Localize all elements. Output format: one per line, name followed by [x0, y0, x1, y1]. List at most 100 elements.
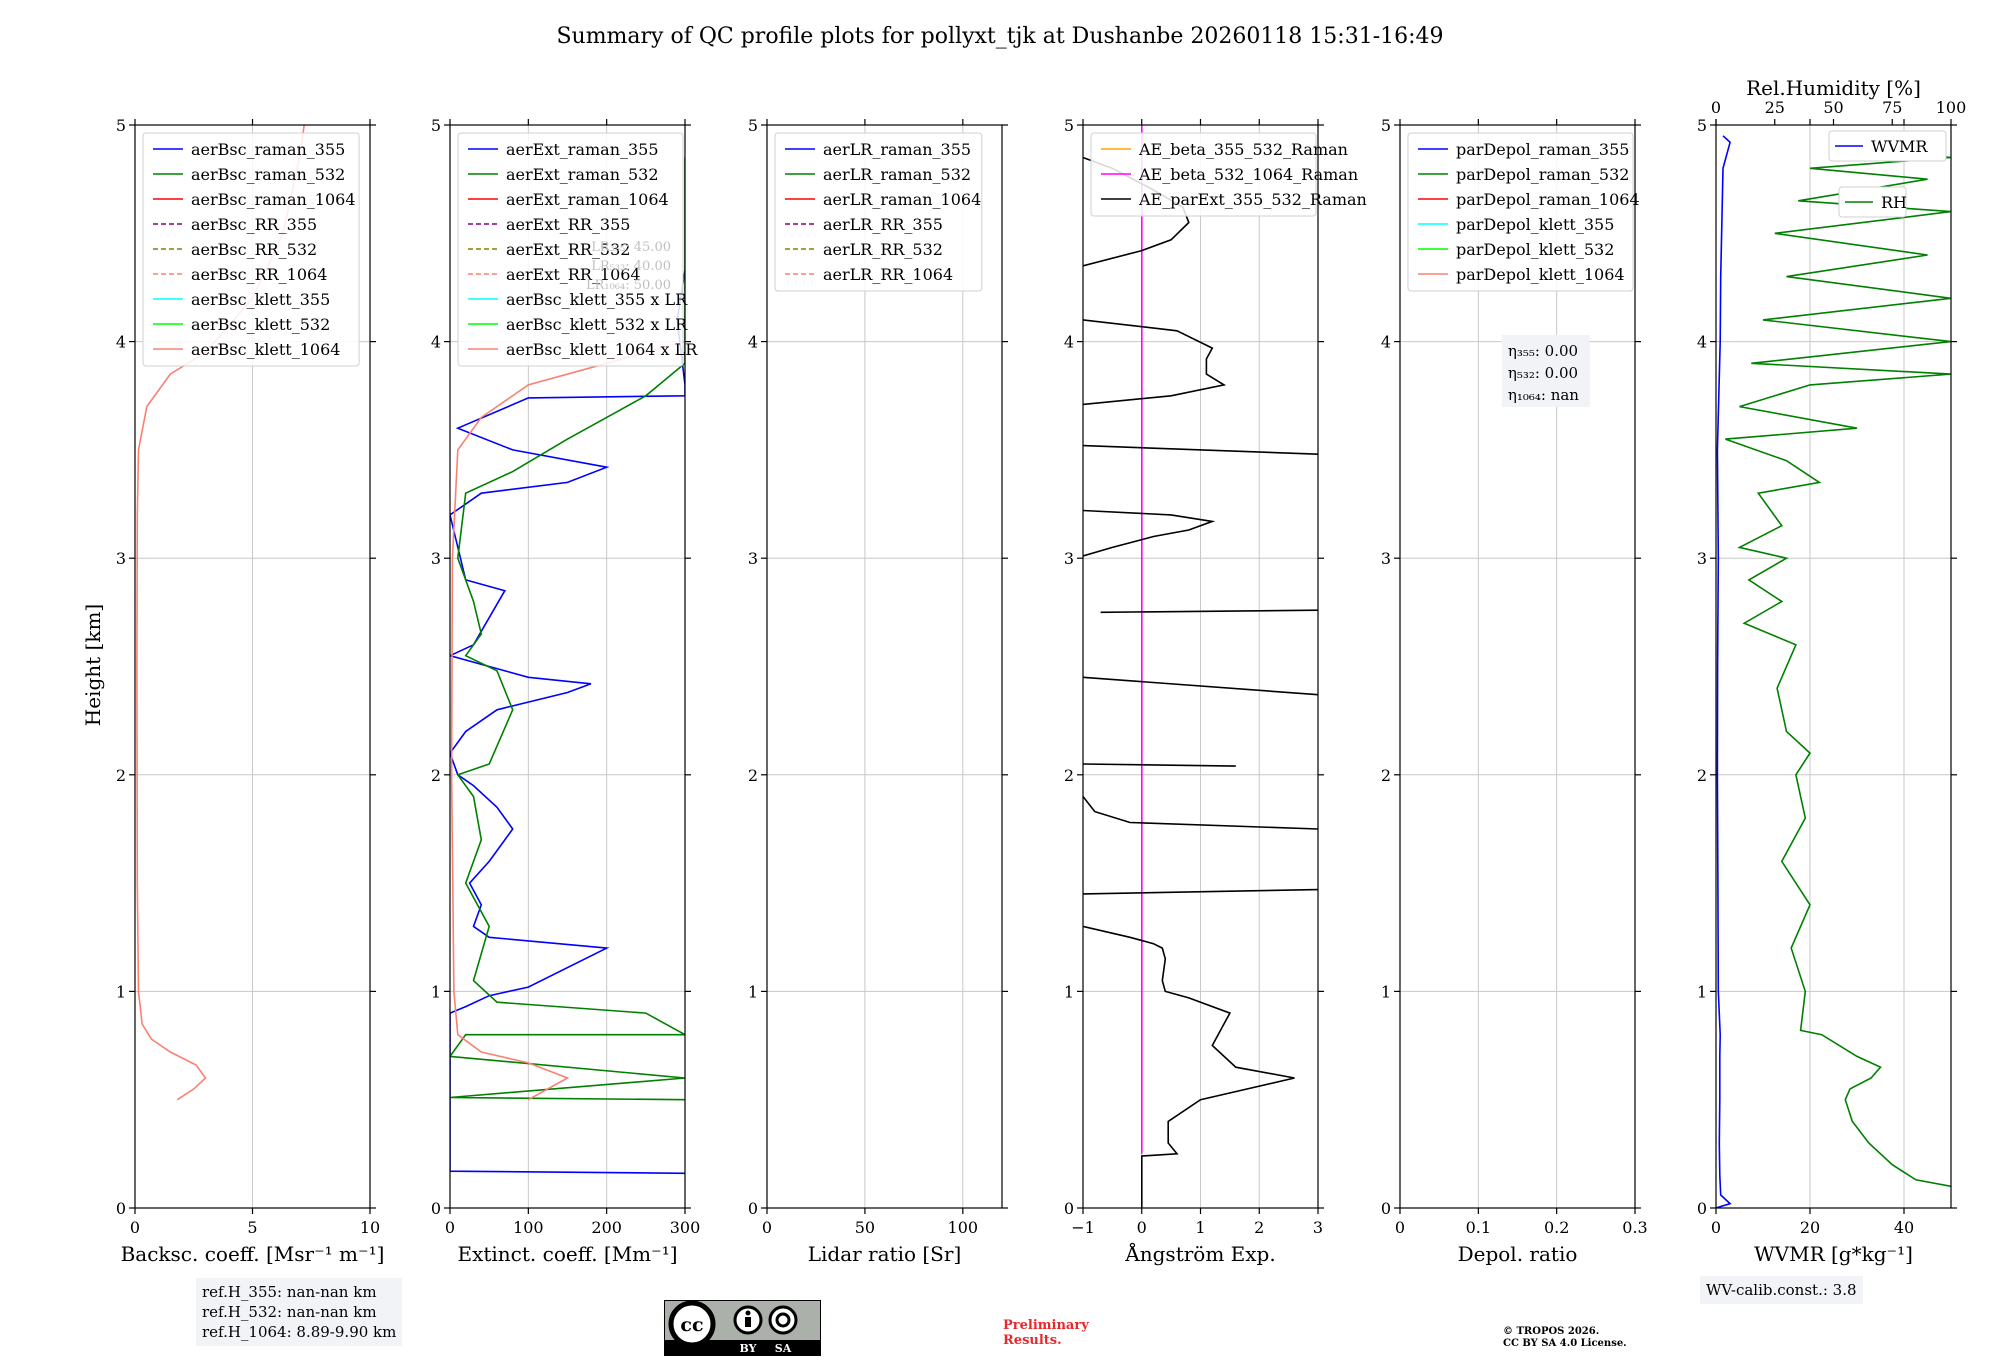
legend-label: aerBsc_klett_532 x LR: [506, 315, 688, 334]
x-axis-label: Lidar ratio [Sr]: [808, 1242, 962, 1266]
series-line-AE_parExt_355_532_Raman: [1083, 509, 1216, 557]
legend-label: parDepol_klett_1064: [1456, 265, 1625, 284]
axes-frame: [766, 124, 1003, 1209]
series-line-aerExt_raman_532: [450, 157, 685, 1101]
series-line-aerExt_raman_355: [450, 269, 685, 1175]
x-tick-label: 50: [855, 1218, 875, 1237]
eta-label: η₁₀₆₄: nan: [1508, 386, 1579, 404]
legend-label: aerBsc_klett_1064 x LR: [506, 340, 698, 359]
y-axis-label: Height [km]: [81, 604, 105, 726]
panel-bsc: 0 5 10 0 1 2 3 4 5 Backsc. coeff. [Msr⁻¹ m⁻¹] aerB…: [116, 116, 385, 1266]
y-tick-label: 1: [1381, 982, 1391, 1001]
legend-label: aerLR_RR_1064: [823, 265, 953, 284]
x-tick-label: 0.2: [1544, 1218, 1569, 1237]
legend-label: parDepol_raman_1064: [1456, 190, 1640, 209]
legend-box: [1828, 130, 1947, 162]
legend-label: aerLR_RR_532: [823, 240, 943, 259]
legend-label: parDepol_klett_532: [1456, 240, 1614, 259]
x-tick-label: 0.1: [1466, 1218, 1491, 1237]
copyright-notice: © TROPOS 2026. CC BY SA 4.0 License.: [1503, 1326, 1627, 1350]
x-tick-label: 0: [1395, 1218, 1405, 1237]
y-tick-label: 2: [748, 766, 758, 785]
wv-calibration-box: WV-calib.const.: 3.8: [1700, 1276, 1863, 1304]
eta-label: η₅₃₂: 0.00: [1508, 364, 1578, 382]
ref-height-532: ref.H_532: nan-nan km: [202, 1303, 377, 1321]
y-tick-label: 2: [1381, 766, 1391, 785]
y-tick-label: 2: [116, 766, 126, 785]
top-x-tick-label: 25: [1765, 98, 1785, 117]
x-tick-label: 200: [591, 1218, 622, 1237]
lr-annotation: LR₁₀₆₄: 50.00: [586, 278, 671, 293]
x-tick-label: 100: [513, 1218, 544, 1237]
x-tick-label: 40: [1894, 1218, 1914, 1237]
legend-label: aerBsc_klett_355: [191, 290, 330, 309]
x-axis-label: Ångström Exp.: [1124, 1241, 1275, 1266]
y-tick-label: 4: [431, 333, 441, 352]
legend-label: parDepol_raman_355: [1456, 140, 1629, 159]
svg-text:cc: cc: [680, 1314, 703, 1336]
legend-label: aerBsc_klett_1064: [191, 340, 340, 359]
legend-label: aerExt_RR_355: [506, 215, 630, 234]
legend-label: parDepol_raman_532: [1456, 165, 1629, 184]
x-tick-label: −1: [1071, 1218, 1095, 1237]
y-tick-label: 1: [1697, 982, 1707, 1001]
cc-sa-label: SA: [775, 1342, 792, 1355]
y-tick-label: 0: [1697, 1199, 1707, 1218]
legend-label: aerExt_RR_1064: [506, 265, 641, 284]
share-alike-icon: [768, 1305, 798, 1335]
copyright-line-2: CC BY SA 4.0 License.: [1503, 1338, 1627, 1349]
y-tick-label: 3: [1697, 549, 1707, 568]
legend-label: AE_beta_355_532_Raman: [1138, 140, 1348, 159]
legend-box: [774, 132, 983, 292]
preliminary-line-2: Results.: [1003, 1333, 1062, 1348]
series-line-AE_parExt_355_532_Raman: [1083, 319, 1227, 406]
top-x-tick-label: 50: [1823, 98, 1843, 117]
eta-label: η₃₅₅: 0.00: [1508, 342, 1578, 360]
y-tick-label: 5: [431, 116, 441, 135]
legend-depol: parDepol_raman_355 parDepol_raman_532 parD…: [1407, 132, 1640, 292]
x-axis-label: Backsc. coeff. [Msr⁻¹ m⁻¹]: [121, 1242, 385, 1266]
y-tick-label: 3: [1381, 549, 1391, 568]
y-tick-label: 1: [748, 982, 758, 1001]
y-tick-label: 4: [116, 333, 126, 352]
legend-label: aerBsc_klett_355 x LR: [506, 290, 688, 309]
legend-label: aerBsc_raman_532: [191, 165, 345, 184]
x-tick-label: 0: [130, 1218, 140, 1237]
series-line-AE_parExt_355_532_Raman: [1083, 676, 1318, 696]
y-tick-label: 0: [1064, 1199, 1074, 1218]
legend-wv-1: RH: [1838, 186, 1907, 218]
y-tick-label: 1: [431, 982, 441, 1001]
x-tick-label: 0: [1711, 1218, 1721, 1237]
y-tick-label: 0: [431, 1199, 441, 1218]
y-tick-label: 2: [431, 766, 441, 785]
y-tick-label: 4: [1381, 333, 1391, 352]
legend-box: [1090, 132, 1317, 217]
legend-label: WVMR: [1871, 137, 1928, 156]
series-line-WVMR: [1716, 135, 1732, 1208]
cc-by-label: BY: [740, 1342, 757, 1355]
y-tick-label: 0: [116, 1199, 126, 1218]
x-axis-label: Depol. ratio: [1458, 1242, 1578, 1266]
axes-frame: [1715, 124, 1952, 1209]
x-tick-label: 100: [948, 1218, 979, 1237]
top-x-tick-label: 100: [1936, 98, 1967, 117]
x-tick-label: 2: [1254, 1218, 1264, 1237]
x-tick-label: 10: [360, 1218, 380, 1237]
y-tick-label: 5: [116, 116, 126, 135]
legend-ext: aerExt_raman_355 aerExt_raman_532 aerExt_r…: [457, 132, 698, 367]
legend-label: aerBsc_raman_1064: [191, 190, 356, 209]
panel-wv: 0 20 40 0 1 2 3 4 5 WVMR [g*kg⁻¹] 0 25 50 75 100 Rel.Hu…: [1697, 76, 1966, 1266]
series-line-AE_parExt_355_532_Raman: [1083, 796, 1318, 830]
y-tick-label: 1: [1064, 982, 1074, 1001]
x-tick-label: 300: [670, 1218, 701, 1237]
legend-label: aerLR_raman_532: [823, 165, 971, 184]
x-axis-label: Extinct. coeff. [Mm⁻¹]: [457, 1242, 677, 1266]
axes-frame: [449, 124, 686, 1209]
legend-label: AE_parExt_355_532_Raman: [1138, 190, 1367, 209]
y-tick-label: 2: [1697, 766, 1707, 785]
top-x-axis-label: Rel.Humidity [%]: [1746, 76, 1921, 100]
legend-label: aerExt_RR_532: [506, 240, 630, 259]
panel-depol: 0 0.1 0.2 0.3 0 1 2 3 4 5 Depol. ratio parDepol_ram…: [1381, 116, 1648, 1266]
x-tick-label: 5: [247, 1218, 257, 1237]
y-tick-label: 4: [1697, 333, 1707, 352]
